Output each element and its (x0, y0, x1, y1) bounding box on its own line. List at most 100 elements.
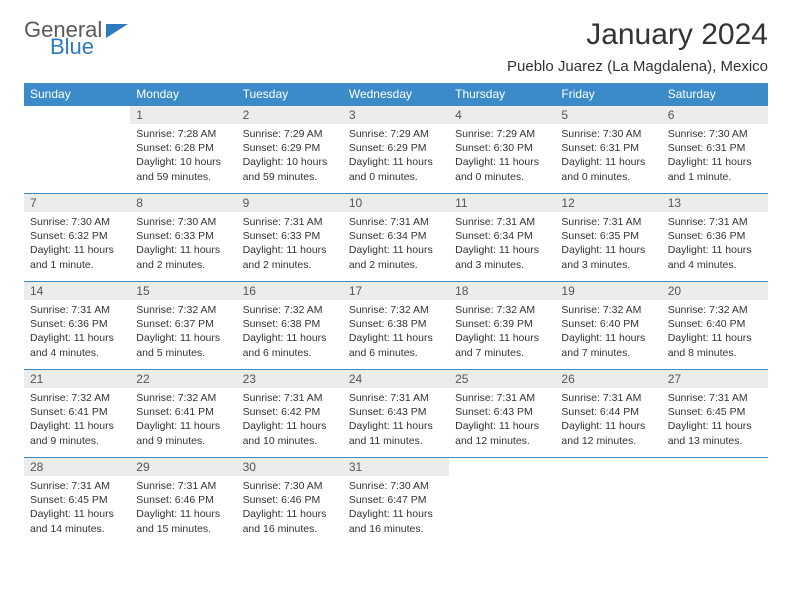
day-number: 31 (343, 458, 449, 476)
sunrise-text: Sunrise: 7:29 AM (349, 127, 443, 141)
day-details: Sunrise: 7:32 AMSunset: 6:41 PMDaylight:… (24, 388, 130, 452)
day-details: Sunrise: 7:31 AMSunset: 6:45 PMDaylight:… (662, 388, 768, 452)
daylight-text: Daylight: 11 hours and 13 minutes. (668, 419, 762, 447)
day-details: Sunrise: 7:31 AMSunset: 6:42 PMDaylight:… (237, 388, 343, 452)
sunset-text: Sunset: 6:43 PM (349, 405, 443, 419)
day-number: 11 (449, 194, 555, 212)
sunset-text: Sunset: 6:30 PM (455, 141, 549, 155)
daylight-text: Daylight: 11 hours and 6 minutes. (349, 331, 443, 359)
day-details: Sunrise: 7:31 AMSunset: 6:34 PMDaylight:… (343, 212, 449, 276)
sunrise-text: Sunrise: 7:32 AM (668, 303, 762, 317)
daylight-text: Daylight: 11 hours and 9 minutes. (136, 419, 230, 447)
calendar-day-cell: 21Sunrise: 7:32 AMSunset: 6:41 PMDayligh… (24, 370, 130, 458)
calendar-grid: Sunday Monday Tuesday Wednesday Thursday… (24, 83, 768, 546)
calendar-day-cell: 16Sunrise: 7:32 AMSunset: 6:38 PMDayligh… (237, 282, 343, 370)
calendar-day-cell: 11Sunrise: 7:31 AMSunset: 6:34 PMDayligh… (449, 194, 555, 282)
day-number: 8 (130, 194, 236, 212)
daylight-text: Daylight: 11 hours and 12 minutes. (561, 419, 655, 447)
calendar-day-cell (662, 458, 768, 546)
day-number: 30 (237, 458, 343, 476)
calendar-day-cell (555, 458, 661, 546)
sunrise-text: Sunrise: 7:31 AM (561, 215, 655, 229)
sunset-text: Sunset: 6:36 PM (30, 317, 124, 331)
daylight-text: Daylight: 11 hours and 3 minutes. (455, 243, 549, 271)
daylight-text: Daylight: 11 hours and 5 minutes. (136, 331, 230, 359)
sunrise-text: Sunrise: 7:30 AM (668, 127, 762, 141)
calendar-day-cell (24, 106, 130, 194)
sunset-text: Sunset: 6:28 PM (136, 141, 230, 155)
calendar-day-cell: 6Sunrise: 7:30 AMSunset: 6:31 PMDaylight… (662, 106, 768, 194)
day-number: 17 (343, 282, 449, 300)
weekday-header: Saturday (662, 83, 768, 106)
brand-triangle-icon (106, 24, 128, 38)
calendar-day-cell: 31Sunrise: 7:30 AMSunset: 6:47 PMDayligh… (343, 458, 449, 546)
day-details: Sunrise: 7:31 AMSunset: 6:35 PMDaylight:… (555, 212, 661, 276)
day-details: Sunrise: 7:29 AMSunset: 6:29 PMDaylight:… (237, 124, 343, 188)
brand-logo: General Blue (24, 18, 128, 58)
calendar-week-row: 14Sunrise: 7:31 AMSunset: 6:36 PMDayligh… (24, 282, 768, 370)
calendar-day-cell: 20Sunrise: 7:32 AMSunset: 6:40 PMDayligh… (662, 282, 768, 370)
sunrise-text: Sunrise: 7:30 AM (243, 479, 337, 493)
sunset-text: Sunset: 6:37 PM (136, 317, 230, 331)
daylight-text: Daylight: 11 hours and 0 minutes. (561, 155, 655, 183)
calendar-day-cell: 14Sunrise: 7:31 AMSunset: 6:36 PMDayligh… (24, 282, 130, 370)
daylight-text: Daylight: 11 hours and 7 minutes. (561, 331, 655, 359)
weekday-row: Sunday Monday Tuesday Wednesday Thursday… (24, 83, 768, 106)
calendar-day-cell: 28Sunrise: 7:31 AMSunset: 6:45 PMDayligh… (24, 458, 130, 546)
day-number (555, 458, 661, 476)
daylight-text: Daylight: 11 hours and 2 minutes. (243, 243, 337, 271)
day-number: 5 (555, 106, 661, 124)
weekday-header: Sunday (24, 83, 130, 106)
sunset-text: Sunset: 6:29 PM (349, 141, 443, 155)
day-number (449, 458, 555, 476)
day-details: Sunrise: 7:31 AMSunset: 6:46 PMDaylight:… (130, 476, 236, 540)
day-number (662, 458, 768, 476)
day-number: 13 (662, 194, 768, 212)
day-number: 1 (130, 106, 236, 124)
day-details: Sunrise: 7:31 AMSunset: 6:36 PMDaylight:… (24, 300, 130, 364)
daylight-text: Daylight: 11 hours and 2 minutes. (349, 243, 443, 271)
calendar-day-cell: 23Sunrise: 7:31 AMSunset: 6:42 PMDayligh… (237, 370, 343, 458)
day-details: Sunrise: 7:30 AMSunset: 6:31 PMDaylight:… (555, 124, 661, 188)
day-details: Sunrise: 7:32 AMSunset: 6:39 PMDaylight:… (449, 300, 555, 364)
day-details: Sunrise: 7:32 AMSunset: 6:41 PMDaylight:… (130, 388, 236, 452)
day-number: 7 (24, 194, 130, 212)
calendar-day-cell: 10Sunrise: 7:31 AMSunset: 6:34 PMDayligh… (343, 194, 449, 282)
day-number: 26 (555, 370, 661, 388)
day-number: 9 (237, 194, 343, 212)
day-number: 3 (343, 106, 449, 124)
day-number: 24 (343, 370, 449, 388)
calendar-day-cell: 5Sunrise: 7:30 AMSunset: 6:31 PMDaylight… (555, 106, 661, 194)
sunset-text: Sunset: 6:34 PM (455, 229, 549, 243)
calendar-day-cell: 18Sunrise: 7:32 AMSunset: 6:39 PMDayligh… (449, 282, 555, 370)
daylight-text: Daylight: 11 hours and 0 minutes. (455, 155, 549, 183)
day-number: 25 (449, 370, 555, 388)
weekday-header: Monday (130, 83, 236, 106)
calendar-day-cell: 24Sunrise: 7:31 AMSunset: 6:43 PMDayligh… (343, 370, 449, 458)
day-number: 10 (343, 194, 449, 212)
sunset-text: Sunset: 6:45 PM (30, 493, 124, 507)
sunrise-text: Sunrise: 7:31 AM (349, 215, 443, 229)
sunrise-text: Sunrise: 7:31 AM (455, 391, 549, 405)
sunset-text: Sunset: 6:40 PM (561, 317, 655, 331)
day-details: Sunrise: 7:28 AMSunset: 6:28 PMDaylight:… (130, 124, 236, 188)
calendar-day-cell: 12Sunrise: 7:31 AMSunset: 6:35 PMDayligh… (555, 194, 661, 282)
day-number: 29 (130, 458, 236, 476)
daylight-text: Daylight: 11 hours and 15 minutes. (136, 507, 230, 535)
day-details: Sunrise: 7:31 AMSunset: 6:45 PMDaylight:… (24, 476, 130, 540)
sunrise-text: Sunrise: 7:30 AM (30, 215, 124, 229)
sunrise-text: Sunrise: 7:31 AM (243, 215, 337, 229)
daylight-text: Daylight: 11 hours and 1 minute. (668, 155, 762, 183)
month-title: January 2024 (507, 18, 768, 52)
calendar-day-cell: 4Sunrise: 7:29 AMSunset: 6:30 PMDaylight… (449, 106, 555, 194)
day-number: 6 (662, 106, 768, 124)
daylight-text: Daylight: 11 hours and 12 minutes. (455, 419, 549, 447)
day-details: Sunrise: 7:32 AMSunset: 6:38 PMDaylight:… (343, 300, 449, 364)
day-number (24, 106, 130, 124)
sunrise-text: Sunrise: 7:32 AM (136, 391, 230, 405)
day-number: 28 (24, 458, 130, 476)
day-details: Sunrise: 7:30 AMSunset: 6:33 PMDaylight:… (130, 212, 236, 276)
calendar-day-cell: 27Sunrise: 7:31 AMSunset: 6:45 PMDayligh… (662, 370, 768, 458)
sunrise-text: Sunrise: 7:32 AM (349, 303, 443, 317)
sunrise-text: Sunrise: 7:29 AM (243, 127, 337, 141)
